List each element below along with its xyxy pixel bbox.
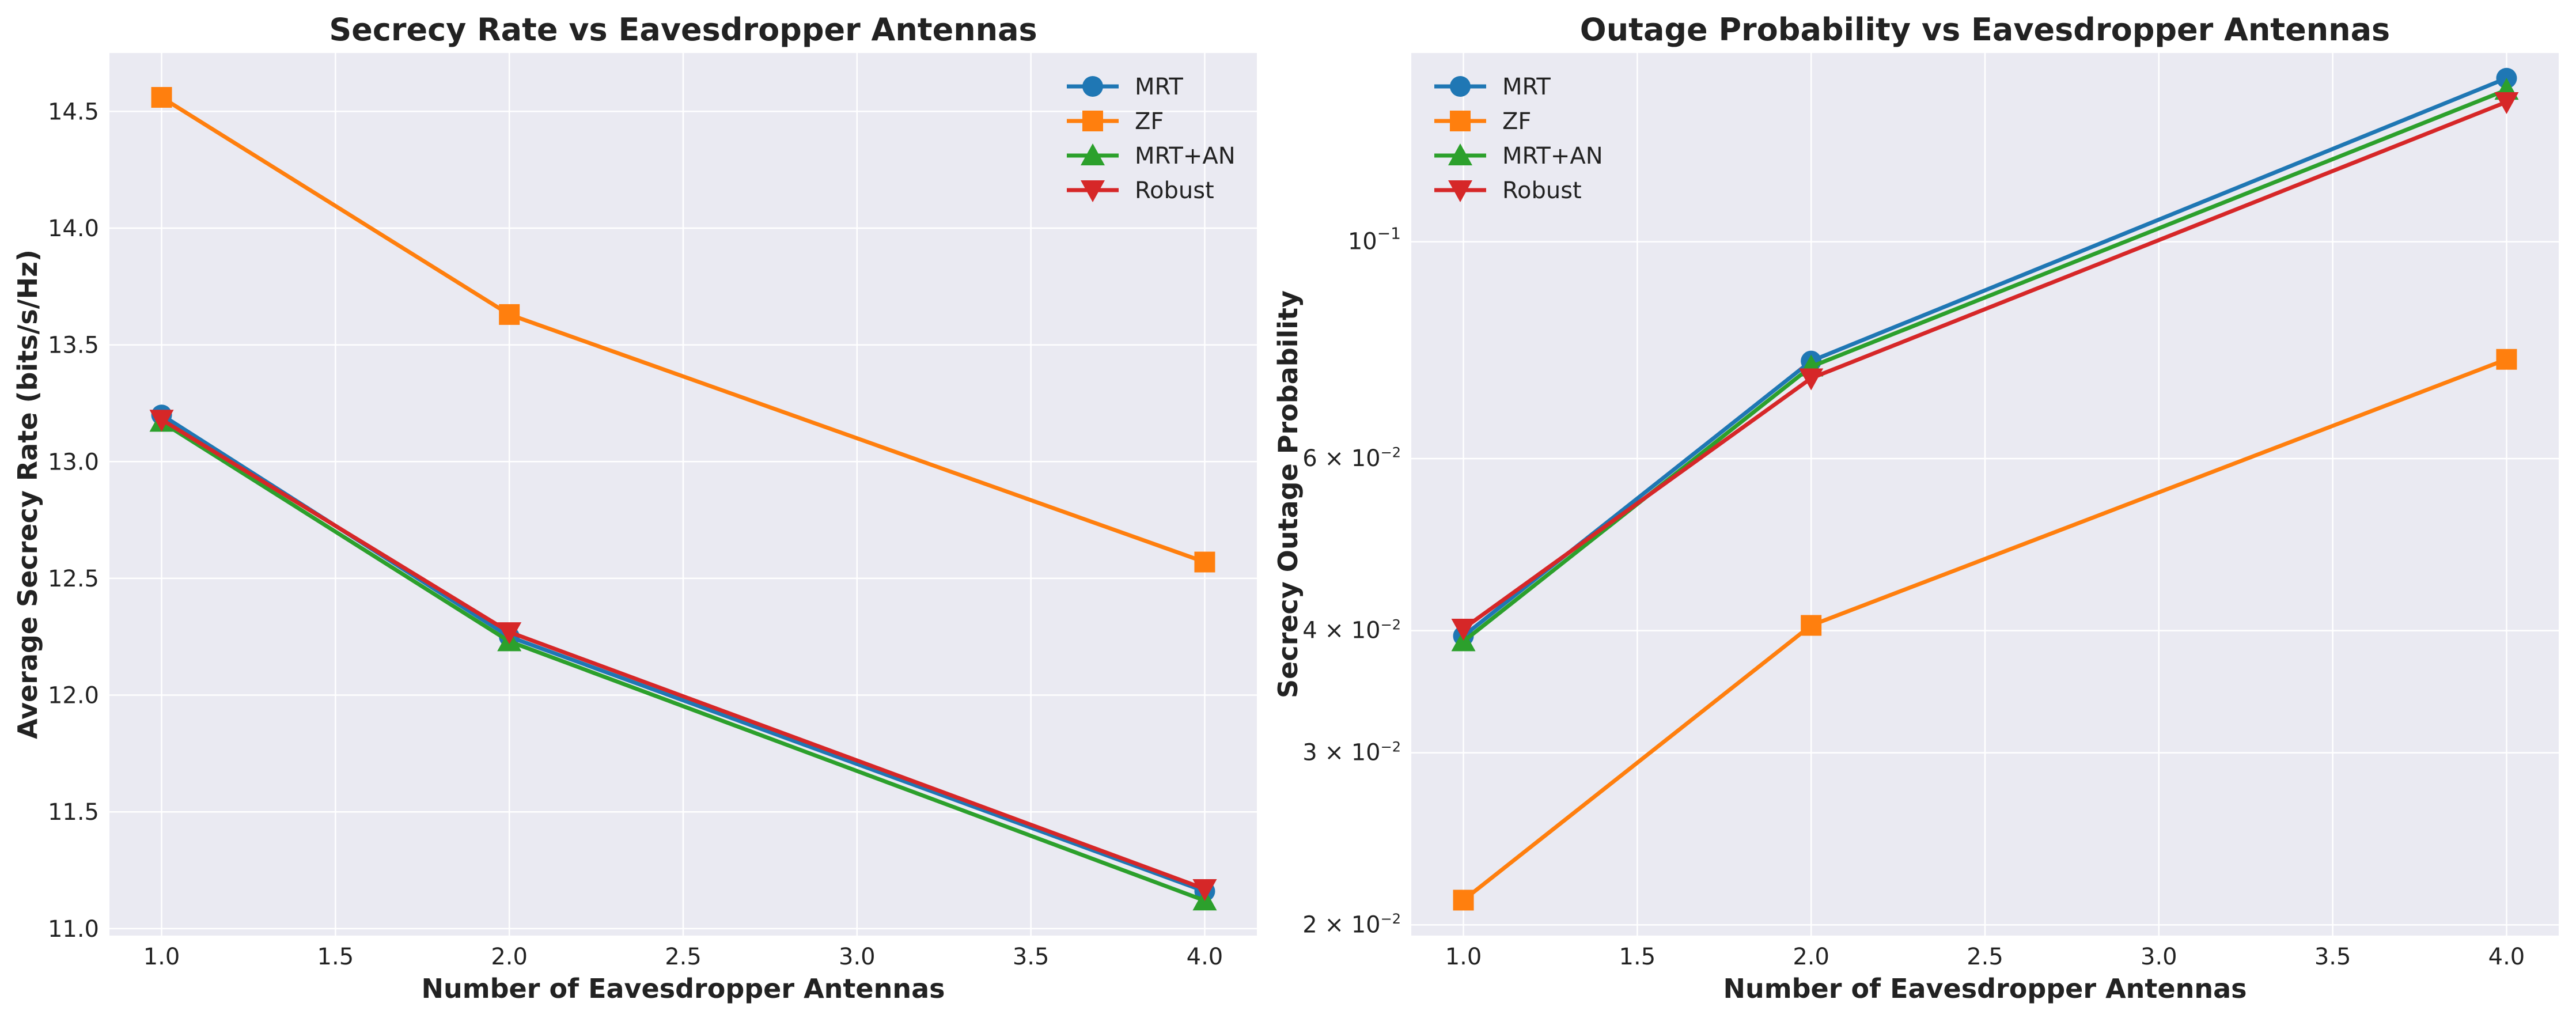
y-tick-label: 4 × 10−2: [1302, 616, 1401, 644]
data-point: [1192, 879, 1217, 901]
data-point: [151, 87, 172, 108]
legend-label: Robust: [1135, 177, 1214, 204]
x-tick-label: 1.0: [143, 944, 180, 970]
x-axis-label: Number of Eavesdropper Antennas: [1723, 973, 2247, 1004]
y-tick-label: 3 × 10−2: [1302, 739, 1401, 766]
y-tick-labels: 11.0 11.5 12.0 12.5 13.0 13.5 14.0 14.5: [48, 99, 99, 943]
x-tick-labels: 1.0 1.5 2.0 2.5 3.0 3.5 4.0: [1445, 944, 2525, 970]
data-point: [1801, 615, 1822, 636]
y-tick-label: 14.0: [48, 215, 99, 242]
x-tick-label: 2.0: [491, 944, 528, 970]
data-point: [2494, 92, 2519, 115]
data-point: [1799, 368, 1824, 391]
x-tick-label: 1.5: [317, 944, 354, 970]
legend-item: ZF: [1434, 108, 1531, 135]
legend-marker: [1081, 143, 1105, 165]
legend-item: MRT: [1434, 74, 1551, 100]
data-point: [1453, 890, 1474, 911]
legend-marker: [1448, 180, 1472, 202]
legend-label: MRT: [1502, 74, 1551, 100]
x-tick-label: 2.5: [1967, 944, 2003, 970]
y-tick-label: 12.0: [48, 683, 99, 709]
x-tick-label: 3.0: [2141, 944, 2177, 970]
data-point: [1194, 551, 1215, 573]
outage-probability-chart: 1.0 1.5 2.0 2.5 3.0 3.5 4.0 10−1 2 × 10−2 3 × 10…: [1272, 12, 2559, 1004]
secrecy-rate-chart: 1.0 1.5 2.0 2.5 3.0 3.5 4.0 11.0 11.5 12.0 12.5 13…: [12, 12, 1257, 1004]
legend-marker: [1081, 180, 1105, 202]
legend-marker: [1082, 76, 1103, 97]
y-axis-label: Secrecy Outage Probability: [1272, 290, 1304, 698]
legend-item: Robust: [1434, 177, 1582, 204]
series-group: [149, 87, 1217, 911]
legend: MRT ZF MRT+AN Robust: [1434, 74, 1603, 204]
legend-marker: [1448, 143, 1472, 165]
x-tick-label: 3.5: [1013, 944, 1050, 970]
legend-item: ZF: [1067, 108, 1164, 135]
y-tick-label: 13.0: [48, 449, 99, 475]
legend-label: ZF: [1135, 108, 1164, 135]
legend-item: MRT+AN: [1434, 143, 1603, 169]
y-tick-label: 13.5: [48, 332, 99, 359]
x-tick-label: 2.0: [1793, 944, 1829, 970]
legend-marker: [1082, 111, 1103, 131]
series-group: [1451, 67, 2519, 911]
y-tick-label: 11.5: [48, 799, 99, 826]
series-robust: [1451, 92, 2519, 641]
legend-item: MRT: [1067, 74, 1183, 100]
x-tick-label: 2.5: [665, 944, 702, 970]
x-tick-labels: 1.0 1.5 2.0 2.5 3.0 3.5 4.0: [143, 944, 1223, 970]
x-tick-label: 1.0: [1445, 944, 1482, 970]
gridlines: [1411, 53, 2559, 936]
chart-title: Outage Probability vs Eavesdropper Anten…: [1580, 12, 2390, 48]
x-tick-label: 3.0: [839, 944, 876, 970]
legend-item: Robust: [1067, 177, 1214, 204]
legend-label: MRT+AN: [1135, 143, 1236, 169]
legend-label: MRT: [1135, 74, 1183, 100]
data-point: [2496, 349, 2517, 370]
legend-marker: [1450, 76, 1471, 97]
y-tick-labels: 10−1 2 × 10−2 3 × 10−2 4 × 10−2 6 × 10−2: [1302, 224, 1401, 938]
legend-item: MRT+AN: [1067, 143, 1236, 169]
data-point: [499, 304, 520, 325]
y-tick-label: 11.0: [48, 916, 99, 943]
y-tick-label: 14.5: [48, 99, 99, 125]
x-axis-label: Number of Eavesdropper Antennas: [421, 973, 945, 1004]
x-tick-label: 4.0: [1187, 944, 1223, 970]
y-tick-label: 2 × 10−2: [1302, 911, 1401, 938]
chart-title: Secrecy Rate vs Eavesdropper Antennas: [329, 12, 1037, 48]
legend-label: Robust: [1502, 177, 1582, 204]
series-zf: [151, 87, 1215, 573]
y-tick-label: 6 × 10−2: [1302, 445, 1401, 472]
x-tick-label: 3.5: [2314, 944, 2351, 970]
y-tick-label: 10−1: [1348, 224, 1401, 255]
series-robust: [149, 410, 1217, 901]
x-tick-label: 1.5: [1619, 944, 1656, 970]
y-tick-label: 12.5: [48, 566, 99, 592]
data-point: [1451, 619, 1476, 641]
y-axis-label: Average Secrecy Rate (bits/s/Hz): [12, 249, 43, 739]
legend-label: MRT+AN: [1502, 143, 1603, 169]
data-point: [497, 622, 522, 645]
series-zf: [1453, 349, 2517, 911]
gridlines: [109, 53, 1257, 936]
legend-label: ZF: [1502, 108, 1531, 135]
data-point: [149, 410, 174, 432]
x-tick-label: 4.0: [2488, 944, 2525, 970]
legend-marker: [1450, 111, 1471, 131]
legend: MRT ZF MRT+AN Robust: [1067, 74, 1236, 204]
